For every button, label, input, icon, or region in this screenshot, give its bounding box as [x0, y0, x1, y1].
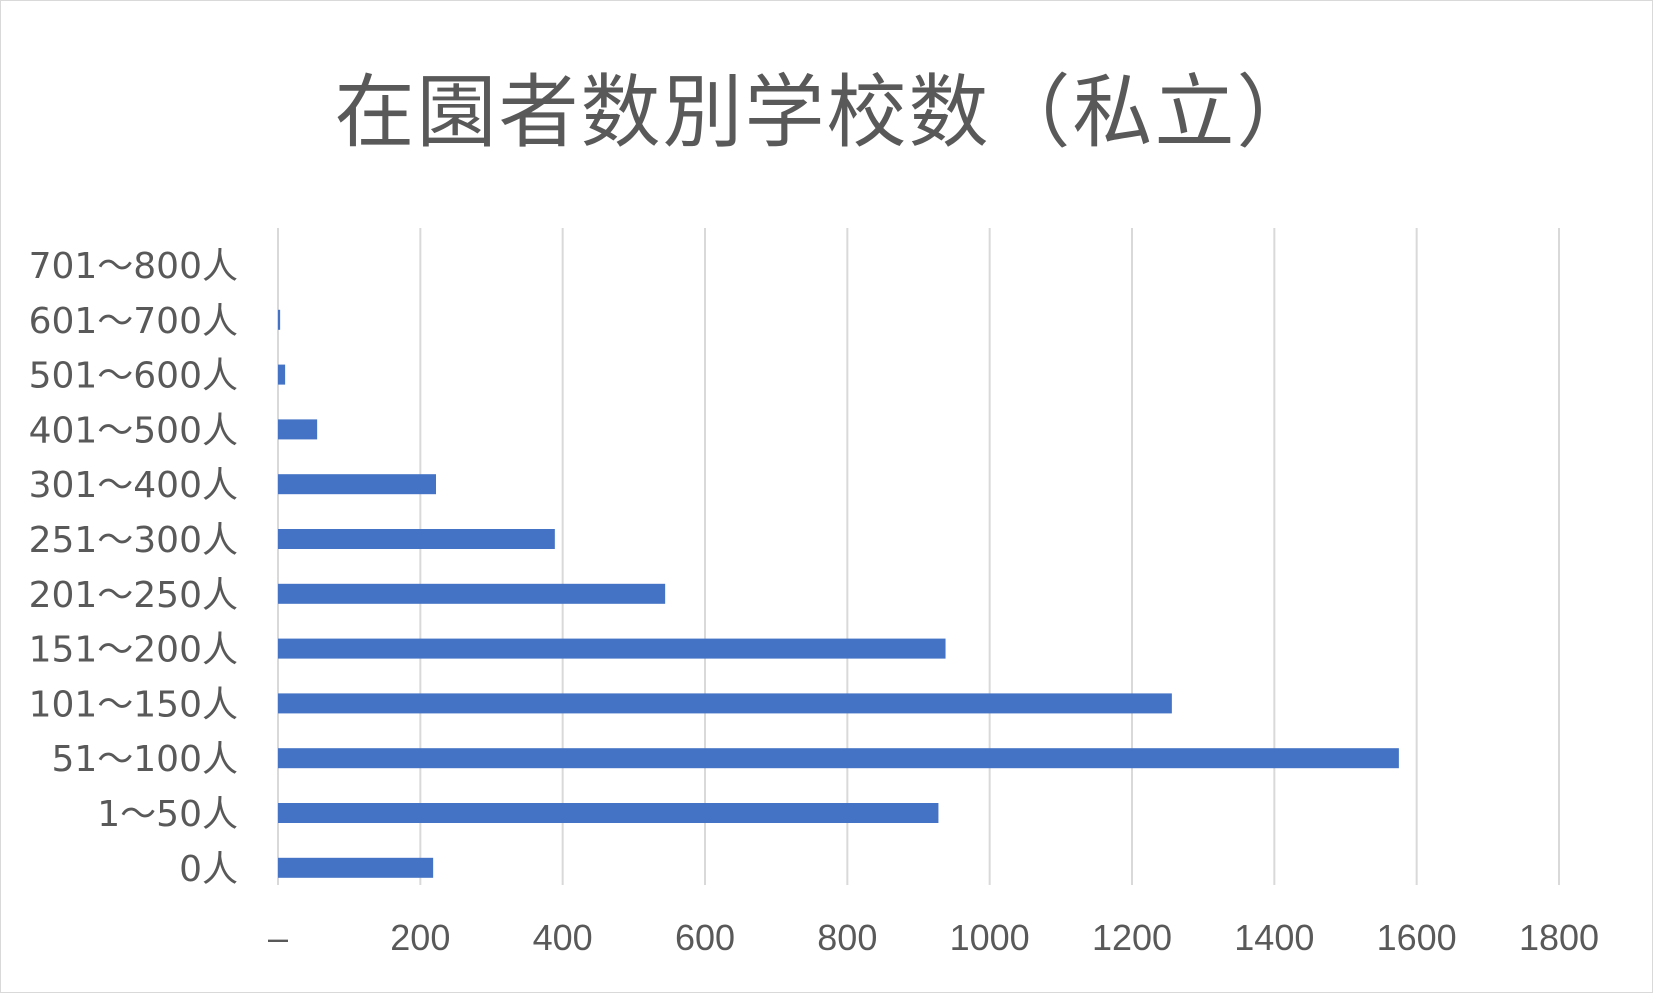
- bar: [278, 474, 436, 495]
- category-label: 0人: [179, 849, 238, 890]
- chart-title: 在園者数別学校数（私立）: [334, 66, 1319, 159]
- x-tick-label: 200: [390, 917, 450, 958]
- bar: [278, 693, 1172, 714]
- x-tick-label: –: [268, 917, 288, 958]
- category-label: 51〜100人: [51, 739, 238, 780]
- bars: [278, 309, 1399, 878]
- category-label: 251〜300人: [29, 520, 238, 561]
- bar: [278, 583, 666, 604]
- bar: [278, 748, 1399, 769]
- category-label: 151〜200人: [29, 630, 238, 671]
- category-label: 101〜150人: [29, 684, 238, 725]
- gridlines: [277, 228, 1560, 885]
- category-label: 1〜50人: [97, 794, 238, 835]
- category-label: 601〜700人: [29, 301, 238, 342]
- x-tick-label: 1800: [1519, 917, 1599, 958]
- x-tick-label: 1200: [1092, 917, 1172, 958]
- category-label: 201〜250人: [29, 575, 238, 616]
- bar: [278, 529, 555, 549]
- x-tick-label: 800: [817, 917, 877, 958]
- x-tick-label: 400: [533, 917, 593, 958]
- x-tick-label: 1600: [1377, 917, 1457, 958]
- x-tick-label: 1000: [950, 917, 1030, 958]
- bar: [278, 857, 434, 878]
- bar: [278, 419, 318, 440]
- x-tick-label: 600: [675, 917, 735, 958]
- bar: [278, 803, 939, 823]
- x-axis-tick-labels: – 200 400 600 800 1000 1200 1400 1600 1800: [268, 917, 1599, 958]
- bar: [278, 309, 281, 330]
- bar: [278, 638, 946, 659]
- category-label: 501〜600人: [29, 356, 238, 397]
- x-tick-label: 1400: [1234, 917, 1314, 958]
- category-label: 701〜800人: [29, 246, 238, 287]
- category-labels: 701〜800人 601〜700人 501〜600人 401〜500人 301〜400人…: [29, 246, 238, 890]
- category-label: 301〜400人: [29, 465, 238, 506]
- category-label: 401〜500人: [29, 410, 238, 451]
- bar: [278, 364, 286, 385]
